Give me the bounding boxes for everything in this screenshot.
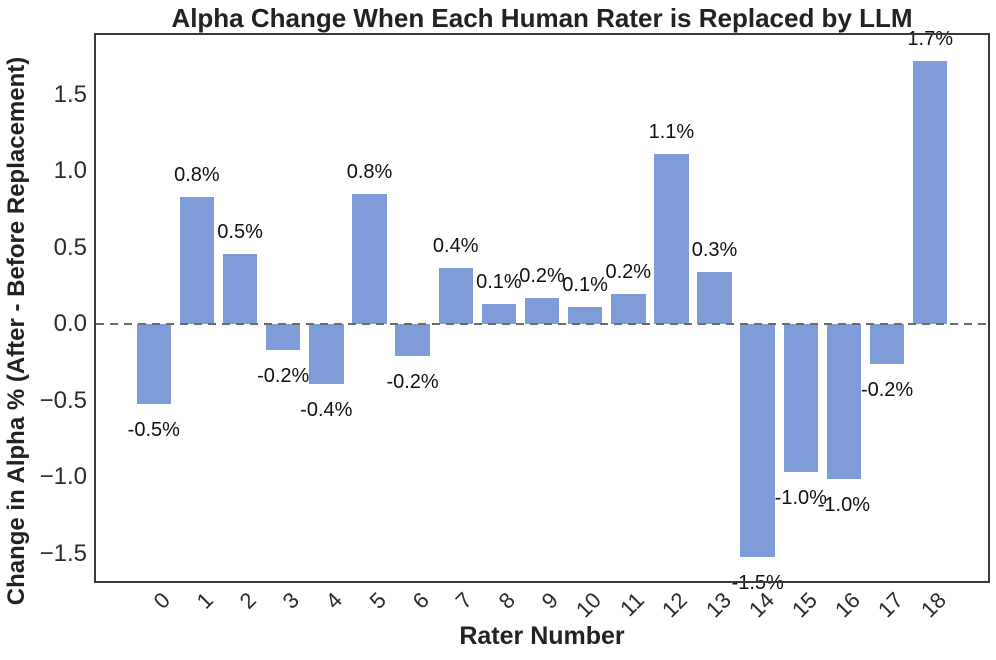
bar-value-label: -1.0%	[774, 487, 827, 510]
bar-rater-15	[783, 324, 818, 473]
y-tick-label: −1.0	[39, 463, 87, 490]
bar-value-label: -0.4%	[300, 398, 353, 421]
y-tick-label: 0.0	[53, 310, 87, 338]
bar-rater-14	[740, 324, 775, 557]
bar-value-label: 0.3%	[691, 239, 738, 262]
y-tick-label: 0.5	[53, 233, 87, 261]
bar-rater-10	[567, 307, 603, 324]
bar-value-label: 0.5%	[217, 220, 263, 243]
bar-value-label: 0.1%	[476, 271, 522, 294]
bar-rater-2	[222, 253, 258, 325]
bar-value-label: 0.2%	[605, 260, 652, 283]
bar-rater-5	[352, 194, 387, 325]
bar-value-label: 0.4%	[432, 234, 479, 257]
bar-rater-1	[179, 197, 215, 324]
bar-value-label: -1.5%	[731, 571, 784, 594]
bar-value-label: -0.5%	[127, 418, 180, 441]
bar-value-label: -1.0%	[817, 493, 871, 516]
bar-value-label: -0.2%	[860, 378, 914, 401]
bar-rater-17	[869, 324, 905, 364]
bar-rater-0	[136, 324, 171, 404]
bar-rater-11	[611, 293, 646, 325]
bar-value-label: 1.1%	[648, 121, 695, 144]
bar-value-label: 1.7%	[907, 28, 953, 50]
bar-value-label: 0.8%	[346, 161, 393, 184]
bar-value-label: 0.8%	[174, 164, 220, 187]
bar-rater-4	[309, 324, 344, 384]
bar-value-label: -0.2%	[386, 371, 439, 394]
bar-rater-16	[826, 324, 862, 479]
bar-rater-6	[395, 324, 430, 357]
zero-dashed-line	[96, 323, 988, 326]
y-tick-label: 1.5	[53, 80, 87, 108]
bar-rater-7	[438, 267, 473, 325]
bar-rater-9	[524, 298, 560, 325]
bar-value-label: 0.2%	[519, 265, 565, 288]
bar-value-label: 0.1%	[562, 274, 608, 297]
bar-rater-3	[265, 324, 301, 351]
x-axis-label: Rater Number	[459, 622, 625, 650]
y-tick-label: −0.5	[39, 386, 87, 414]
bar-rater-12	[654, 154, 689, 325]
y-tick-label: 1.0	[53, 157, 87, 185]
bar-rater-13	[697, 272, 732, 325]
bar-value-label: -0.2%	[257, 365, 310, 388]
chart-title: Alpha Change When Each Human Rater is Re…	[171, 3, 913, 33]
y-tick-label: −1.5	[39, 539, 87, 567]
bar-rater-8	[481, 304, 517, 325]
bar-rater-18	[912, 61, 948, 325]
